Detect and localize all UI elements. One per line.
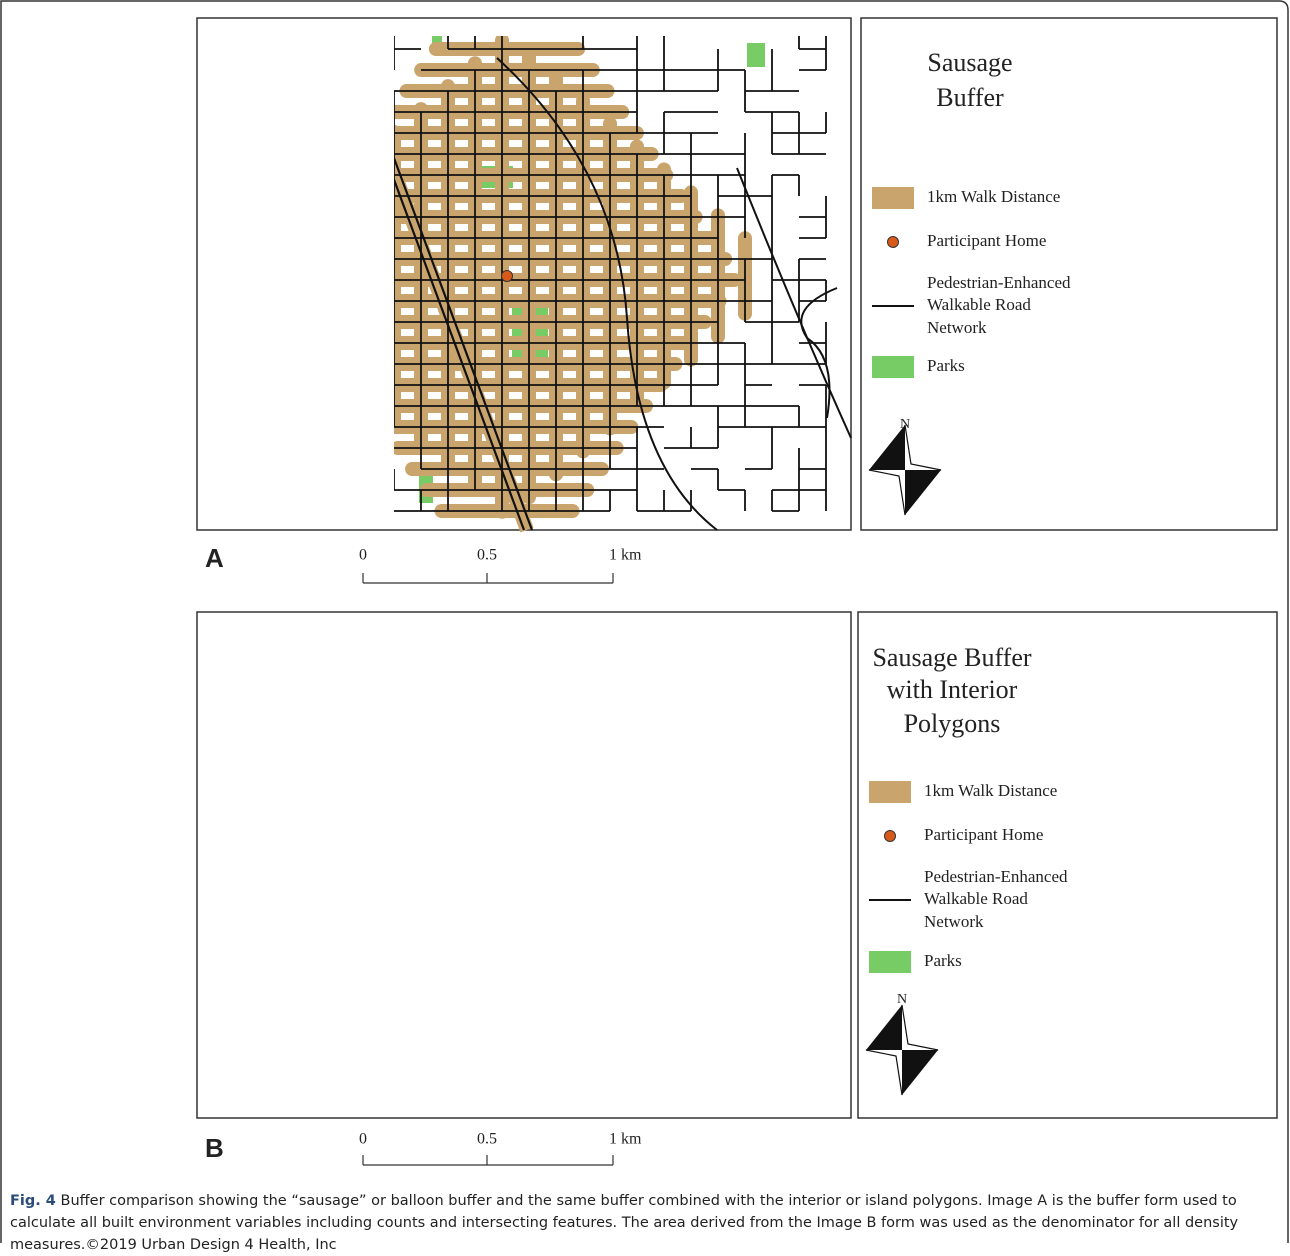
legend-title: Sausage [927,48,1012,77]
legend-home: Participant Home [927,231,1046,250]
legend-parks: Parks [927,356,965,375]
caption: Fig. 4 Buffer comparison showing the “sa… [10,1190,1278,1256]
page: Sausage Buffer 1km Walk Distance Participan… [0,0,1290,1244]
scale-label: 1 km [609,547,642,564]
caption-label: Fig. 4 [10,1193,56,1209]
legend-roads: Pedestrian-Enhanced [927,273,1071,292]
scale-label: 0 [359,1131,367,1148]
scale-label: 0.5 [477,1131,497,1148]
legend-roads: Walkable Road [924,889,1028,908]
legend-home: Participant Home [924,825,1043,844]
swatch-walk [872,187,914,209]
legend-title: Sausage Buffer [872,643,1031,672]
swatch-parks [872,356,914,378]
legend-roads: Network [927,318,987,337]
legend-roads: Pedestrian-Enhanced [924,867,1068,886]
swatch-home [885,831,896,842]
map-frame [197,612,851,1118]
swatch-parks [869,951,911,973]
panel-letter: A [205,543,224,573]
legend-title: Buffer [936,83,1004,112]
park [747,43,765,67]
caption-text: Buffer comparison showing the “sausage” … [10,1193,1238,1253]
legend-roads: Walkable Road [927,295,1031,314]
swatch-home [888,237,899,248]
legend-parks: Parks [924,951,962,970]
scale-label: 0.5 [477,547,497,564]
legend-walk: 1km Walk Distance [927,187,1060,206]
home-point [502,271,513,282]
legend-title: with Interior [887,675,1018,704]
figure: Sausage Buffer 1km Walk Distance Participan… [0,0,1290,1244]
swatch-walk [869,781,911,803]
scale-label: 0 [359,547,367,564]
panel-letter: B [205,1133,224,1163]
legend-walk: 1km Walk Distance [924,781,1057,800]
scale-label: 1 km [609,1131,642,1148]
legend-title: Polygons [904,709,1001,738]
legend-roads: Network [924,912,984,931]
